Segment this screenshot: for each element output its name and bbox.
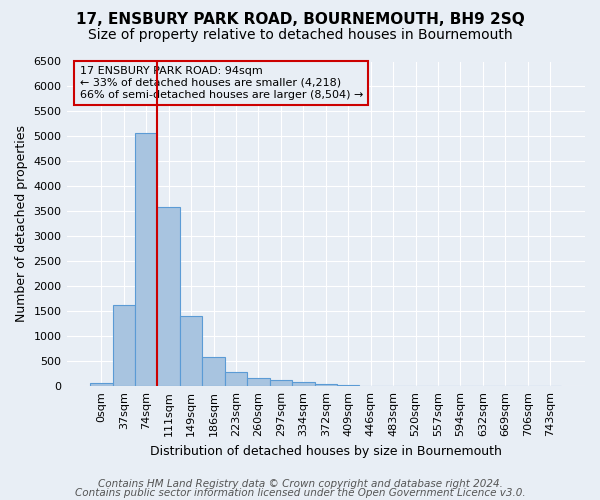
Bar xyxy=(225,372,247,386)
Bar xyxy=(292,382,314,386)
Bar xyxy=(180,316,202,386)
Text: Size of property relative to detached houses in Bournemouth: Size of property relative to detached ho… xyxy=(88,28,512,42)
Bar xyxy=(202,356,225,386)
Text: Contains HM Land Registry data © Crown copyright and database right 2024.: Contains HM Land Registry data © Crown c… xyxy=(98,479,502,489)
Bar xyxy=(135,134,157,386)
Bar xyxy=(247,378,269,386)
Bar xyxy=(157,208,180,386)
Bar xyxy=(337,385,359,386)
Bar xyxy=(314,384,337,386)
Bar xyxy=(269,380,292,386)
Y-axis label: Number of detached properties: Number of detached properties xyxy=(15,126,28,322)
Text: 17 ENSBURY PARK ROAD: 94sqm
← 33% of detached houses are smaller (4,218)
66% of : 17 ENSBURY PARK ROAD: 94sqm ← 33% of det… xyxy=(80,66,363,100)
Bar xyxy=(113,306,135,386)
X-axis label: Distribution of detached houses by size in Bournemouth: Distribution of detached houses by size … xyxy=(150,444,502,458)
Bar xyxy=(90,383,113,386)
Text: Contains public sector information licensed under the Open Government Licence v3: Contains public sector information licen… xyxy=(74,488,526,498)
Text: 17, ENSBURY PARK ROAD, BOURNEMOUTH, BH9 2SQ: 17, ENSBURY PARK ROAD, BOURNEMOUTH, BH9 … xyxy=(76,12,524,28)
